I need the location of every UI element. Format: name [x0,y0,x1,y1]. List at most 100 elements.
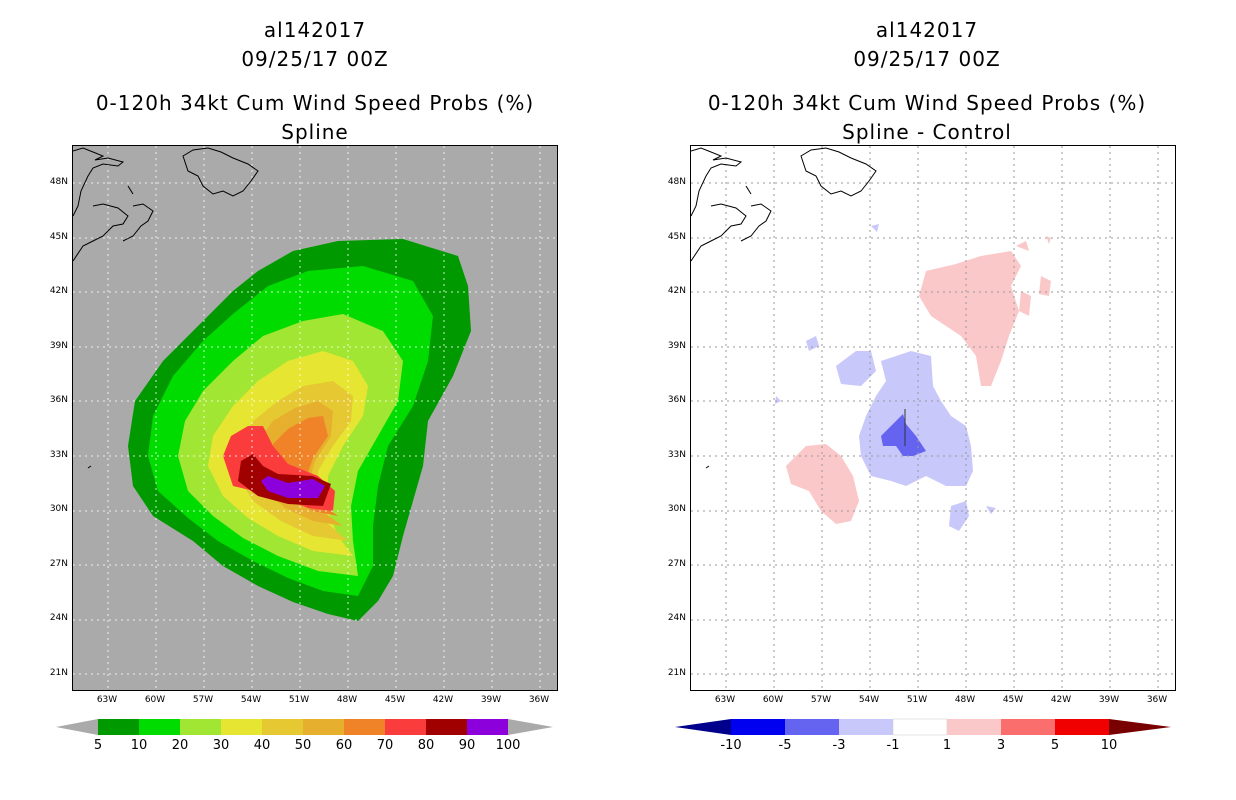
left-colorbar-bin-5-10 [98,719,139,735]
left-colorbar-bin-40-50 [262,719,303,735]
right-lat-45n: 45N [667,232,686,242]
right-colorbar-bin-neg1-1 [892,718,948,736]
right-lon-39w: 39W [1098,695,1120,705]
diff-neg-3-to-neg-5-regions [881,414,926,456]
right-cb-label-neg5: -5 [778,738,792,753]
right-date: 09/25/17 00Z [853,47,1001,71]
right-colorbar-min-arrow [675,719,731,735]
left-cb-label-5: 5 [93,738,103,753]
left-colorbar-max-arrow [508,719,553,735]
left-lat-27n: 27N [49,559,68,569]
left-cb-label-100: 100 [495,738,521,753]
left-coastline [73,147,259,469]
contour-90 [261,476,325,498]
right-product-title: 0-120h 34kt Cum Wind Speed Probs (%) [707,91,1147,115]
left-cb-label-60: 60 [335,738,353,753]
right-colorbar-bin-3-5 [1001,719,1055,735]
right-lon-48w: 48W [954,695,976,705]
left-lon-57w: 57W [192,695,214,705]
right-colorbar-max-arrow [1109,719,1171,735]
right-lon-54w: 54W [858,695,880,705]
left-cb-label-90: 90 [458,738,476,753]
right-lat-36n: 36N [667,395,686,405]
left-lon-60w: 60W [144,695,166,705]
left-cb-label-50: 50 [294,738,312,753]
right-lat-21n: 21N [667,668,686,678]
left-lon-63w: 63W [96,695,118,705]
left-colorbar-bin-10-20 [139,719,180,735]
left-lon-36w: 36W [528,695,550,705]
left-colorbar-bin-90-100 [467,719,508,735]
left-colorbar-bin-20-30 [180,719,221,735]
left-cb-label-30: 30 [212,738,230,753]
left-map-panel [72,145,558,691]
right-cb-label-10: 10 [1100,738,1118,753]
right-colorbar-bin-1-3 [947,719,1001,735]
left-lat-30n: 30N [49,504,68,514]
left-map-svg [73,146,557,690]
left-lon-51w: 51W [288,695,310,705]
left-colorbar-bin-80-90 [426,719,467,735]
left-cb-label-20: 20 [171,738,189,753]
right-colorbar-bin-neg3-neg1 [839,719,893,735]
right-lat-33n: 33N [667,450,686,460]
left-lat-36n: 36N [49,395,68,405]
left-lat-21n: 21N [49,668,68,678]
right-cb-label-3: 3 [996,738,1006,753]
right-cb-label-neg10: -10 [720,738,742,753]
left-cb-label-40: 40 [253,738,271,753]
left-colorbar-bin-70-80 [385,719,426,735]
right-colorbar-bin-neg10-neg5 [731,719,785,735]
right-subtitle: Spline - Control [842,120,1012,144]
left-lat-48n: 48N [49,177,68,187]
right-colorbar [675,718,1171,736]
right-storm-id: al142017 [875,18,979,42]
left-cb-label-80: 80 [417,738,435,753]
right-cb-label-5: 5 [1050,738,1060,753]
left-title-block: al142017 09/25/17 00Z 0-120h 34kt Cum Wi… [65,16,565,147]
right-lon-42w: 42W [1050,695,1072,705]
right-lat-42n: 42N [667,286,686,296]
left-product-title: 0-120h 34kt Cum Wind Speed Probs (%) [95,91,535,115]
right-lat-27n: 27N [667,559,686,569]
right-lat-30n: 30N [667,504,686,514]
left-lon-45w: 45W [384,695,406,705]
right-grid [691,146,1175,690]
left-storm-id: al142017 [263,18,367,42]
right-colorbar-bin-5-10 [1055,719,1109,735]
right-lon-45w: 45W [1002,695,1024,705]
left-cb-label-10: 10 [130,738,148,753]
left-lat-33n: 33N [49,450,68,460]
left-lat-39n: 39N [49,341,68,351]
right-map-svg [691,146,1175,690]
left-grid [73,146,557,690]
left-colorbar [56,719,553,735]
left-lon-54w: 54W [240,695,262,705]
right-lon-51w: 51W [906,695,928,705]
left-lon-48w: 48W [336,695,358,705]
left-lat-24n: 24N [49,613,68,623]
left-subtitle: Spline [281,120,349,144]
right-lat-39n: 39N [667,341,686,351]
right-cb-label-neg3: -3 [832,738,846,753]
right-lat-48n: 48N [667,177,686,187]
left-lat-45n: 45N [49,232,68,242]
left-cb-label-70: 70 [376,738,394,753]
right-lon-63w: 63W [714,695,736,705]
right-lon-36w: 36W [1146,695,1168,705]
right-lon-60w: 60W [762,695,784,705]
left-colorbar-bin-60-70 [344,719,385,735]
left-colorbar-bin-30-40 [221,719,262,735]
right-title-block: al142017 09/25/17 00Z 0-120h 34kt Cum Wi… [677,16,1177,147]
left-lon-39w: 39W [480,695,502,705]
left-colorbar-bin-50-60 [303,719,344,735]
right-colorbar-bin-neg5-neg3 [785,719,839,735]
right-coastline [691,147,877,469]
right-cb-label-neg1: -1 [886,738,900,753]
diff-neg-1-to-neg-3-regions [775,224,996,531]
left-lon-42w: 42W [432,695,454,705]
left-date: 09/25/17 00Z [241,47,389,71]
left-lat-42n: 42N [49,286,68,296]
right-map-panel [690,145,1176,691]
right-cb-label-1: 1 [942,738,952,753]
